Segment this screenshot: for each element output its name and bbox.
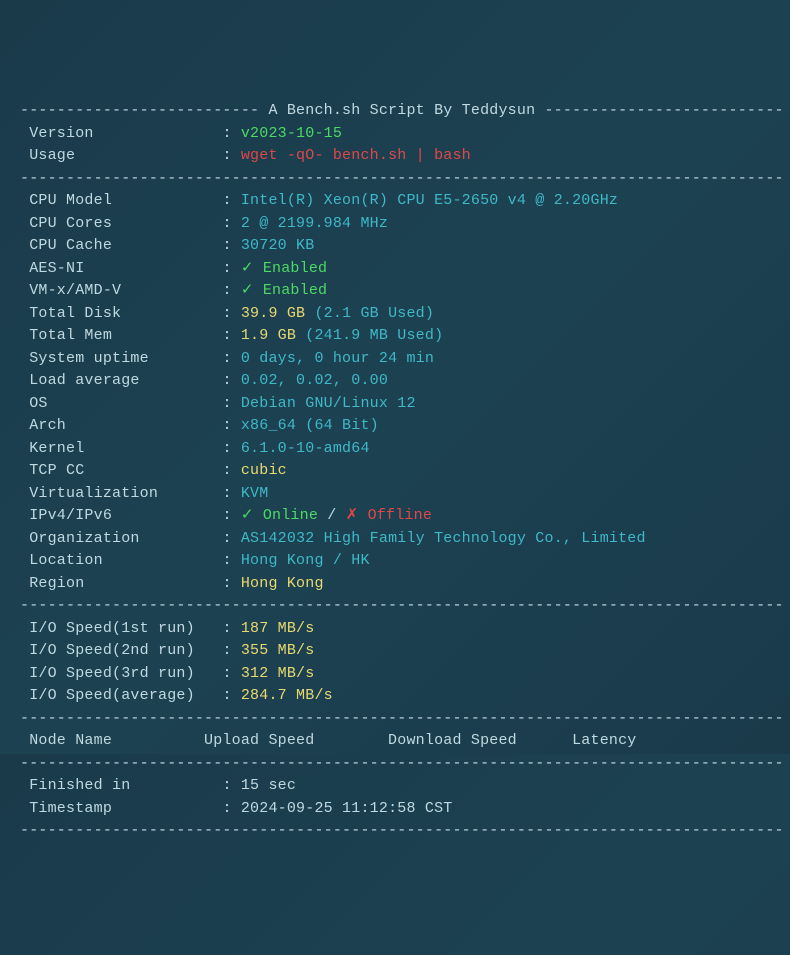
row-value: 1.9 GB <box>241 327 296 344</box>
row-label: Organization <box>29 530 222 547</box>
io-value: 284.7 MB/s <box>241 687 333 704</box>
io-value: 355 MB/s <box>241 642 315 659</box>
divider: ----------------------------------------… <box>20 710 784 727</box>
row-label: Total Mem <box>29 327 222 344</box>
row-value: 6.1.0-10-amd64 <box>241 440 370 457</box>
row-label: OS <box>29 395 222 412</box>
row-label: Virtualization <box>29 485 222 502</box>
version-value: v2023-10-15 <box>241 125 342 142</box>
row-label: IPv4/IPv6 <box>29 507 222 524</box>
row-value: Hong Kong / HK <box>241 552 370 569</box>
row-value: 2 @ 2199.984 MHz <box>241 215 388 232</box>
finished-label: Finished in <box>29 777 222 794</box>
row-label: TCP CC <box>29 462 222 479</box>
row-note: (2.1 GB Used) <box>314 305 434 322</box>
divider: ----------------------------------------… <box>20 597 784 614</box>
row-note: (241.9 MB Used) <box>305 327 443 344</box>
net-header: Node Name Upload Speed Download Speed La… <box>29 732 636 749</box>
finished-value: 15 sec <box>241 777 296 794</box>
io-value: 187 MB/s <box>241 620 315 637</box>
check-icon: ✓ <box>241 282 254 299</box>
divider: ----------------------------------------… <box>20 170 784 187</box>
io-label: I/O Speed(average) <box>29 687 222 704</box>
usage-label: Usage <box>29 147 222 164</box>
row-label: AES-NI <box>29 260 222 277</box>
io-label: I/O Speed(3rd run) <box>29 665 222 682</box>
timestamp-value: 2024-09-25 11:12:58 CST <box>241 800 453 817</box>
row-value: 39.9 GB <box>241 305 305 322</box>
row-value: 30720 KB <box>241 237 315 254</box>
row-label: CPU Cores <box>29 215 222 232</box>
row-value: Debian GNU/Linux 12 <box>241 395 416 412</box>
row-label: Location <box>29 552 222 569</box>
row-value: Intel(R) Xeon(R) CPU E5-2650 v4 @ 2.20GH… <box>241 192 618 209</box>
row-label: System uptime <box>29 350 222 367</box>
row-value: 0.02, 0.02, 0.00 <box>241 372 388 389</box>
timestamp-label: Timestamp <box>29 800 222 817</box>
terminal-output: -------------------------- A Bench.sh Sc… <box>20 100 770 843</box>
row-label: Kernel <box>29 440 222 457</box>
row-label: Load average <box>29 372 222 389</box>
row-label: Arch <box>29 417 222 434</box>
row-value: Hong Kong <box>241 575 324 592</box>
row-value: Enabled <box>263 282 327 299</box>
row-value: Enabled <box>263 260 327 277</box>
ipv4-status: ✓ Online <box>241 507 318 524</box>
row-value: KVM <box>241 485 269 502</box>
row-value: AS142032 High Family Technology Co., Lim… <box>241 530 646 547</box>
row-label: VM-x/AMD-V <box>29 282 222 299</box>
io-label: I/O Speed(2nd run) <box>29 642 222 659</box>
row-label: Total Disk <box>29 305 222 322</box>
divider: ----------------------------------------… <box>20 755 784 772</box>
row-value: x86_64 (64 Bit) <box>241 417 379 434</box>
ipv6-status: ✗ Offline <box>346 507 432 524</box>
title-line: -------------------------- A Bench.sh Sc… <box>20 102 784 119</box>
row-value: cubic <box>241 462 287 479</box>
row-label: CPU Model <box>29 192 222 209</box>
divider: ----------------------------------------… <box>20 822 784 839</box>
row-label: Region <box>29 575 222 592</box>
io-label: I/O Speed(1st run) <box>29 620 222 637</box>
row-label: CPU Cache <box>29 237 222 254</box>
version-label: Version <box>29 125 222 142</box>
check-icon: ✓ <box>241 260 254 277</box>
row-value: 0 days, 0 hour 24 min <box>241 350 434 367</box>
usage-value: wget -qO- bench.sh | bash <box>241 147 471 164</box>
io-value: 312 MB/s <box>241 665 315 682</box>
